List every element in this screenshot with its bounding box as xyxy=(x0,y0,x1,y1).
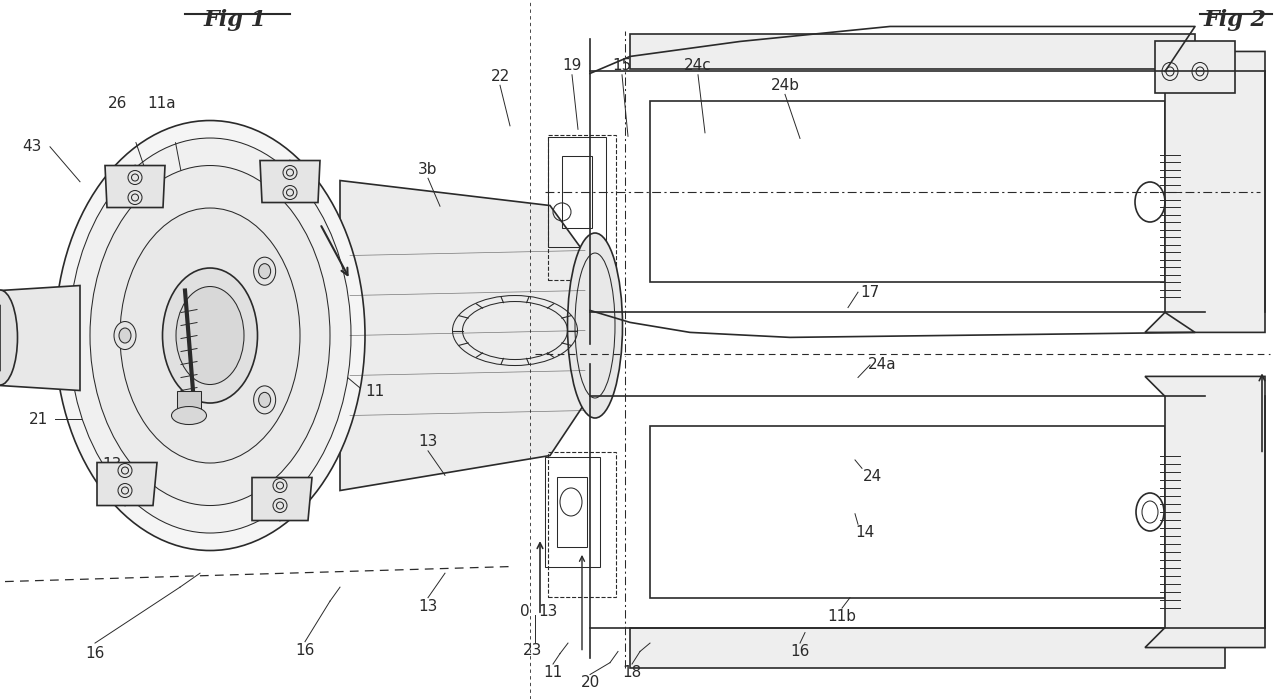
Bar xyxy=(562,156,591,228)
Ellipse shape xyxy=(119,328,131,343)
Ellipse shape xyxy=(114,322,136,350)
Text: 19: 19 xyxy=(562,58,581,73)
Text: 24b: 24b xyxy=(771,78,800,93)
Text: 13: 13 xyxy=(419,599,438,614)
Bar xyxy=(630,628,1225,668)
Polygon shape xyxy=(340,180,600,491)
Polygon shape xyxy=(97,463,157,505)
Text: 15: 15 xyxy=(612,58,631,73)
Ellipse shape xyxy=(90,166,330,505)
Text: 20: 20 xyxy=(580,675,599,691)
Bar xyxy=(650,426,1165,598)
Text: 13: 13 xyxy=(102,457,122,473)
Text: 11a: 11a xyxy=(147,96,177,111)
Text: 11: 11 xyxy=(365,384,384,399)
Bar xyxy=(548,452,616,597)
Text: 0: 0 xyxy=(520,604,530,619)
Text: 24a: 24a xyxy=(868,357,896,373)
Text: 24: 24 xyxy=(863,469,882,484)
Ellipse shape xyxy=(177,287,244,384)
Ellipse shape xyxy=(172,407,206,424)
Bar xyxy=(1155,41,1235,94)
Polygon shape xyxy=(1146,52,1265,333)
Text: 11b: 11b xyxy=(827,609,856,624)
Bar xyxy=(548,137,605,247)
Bar xyxy=(630,34,1196,69)
Text: 16: 16 xyxy=(296,642,315,658)
Bar xyxy=(177,391,201,412)
Bar xyxy=(557,477,588,547)
Text: 3b: 3b xyxy=(419,161,438,177)
Text: Fig 1: Fig 1 xyxy=(204,10,266,31)
Bar xyxy=(545,457,600,567)
Ellipse shape xyxy=(69,138,351,533)
Ellipse shape xyxy=(55,120,365,551)
Ellipse shape xyxy=(253,257,275,285)
Polygon shape xyxy=(260,161,320,203)
Text: 18: 18 xyxy=(622,665,641,680)
Text: 23: 23 xyxy=(524,642,543,658)
Polygon shape xyxy=(1146,376,1265,647)
Polygon shape xyxy=(105,166,165,208)
Text: 17: 17 xyxy=(860,284,879,300)
Text: 14: 14 xyxy=(855,525,874,540)
Text: 39: 39 xyxy=(18,356,37,371)
Ellipse shape xyxy=(0,290,18,385)
Bar xyxy=(548,135,616,280)
Bar xyxy=(650,101,1165,282)
Polygon shape xyxy=(252,477,312,521)
Ellipse shape xyxy=(567,233,622,418)
Text: 16: 16 xyxy=(790,644,810,659)
Ellipse shape xyxy=(259,264,270,279)
Ellipse shape xyxy=(120,208,300,463)
Text: 26: 26 xyxy=(109,96,128,111)
Text: 21: 21 xyxy=(28,412,47,427)
Text: 11: 11 xyxy=(544,665,563,680)
Ellipse shape xyxy=(163,268,257,403)
Text: 43: 43 xyxy=(22,139,42,154)
Ellipse shape xyxy=(253,386,275,414)
Text: 13: 13 xyxy=(419,434,438,449)
Ellipse shape xyxy=(259,392,270,408)
Text: Fig 2: Fig 2 xyxy=(1203,10,1266,31)
Polygon shape xyxy=(0,285,79,391)
Text: 16: 16 xyxy=(86,646,105,661)
Text: 13: 13 xyxy=(539,604,558,619)
Text: 22: 22 xyxy=(490,69,509,85)
Text: 24c: 24c xyxy=(684,58,712,73)
